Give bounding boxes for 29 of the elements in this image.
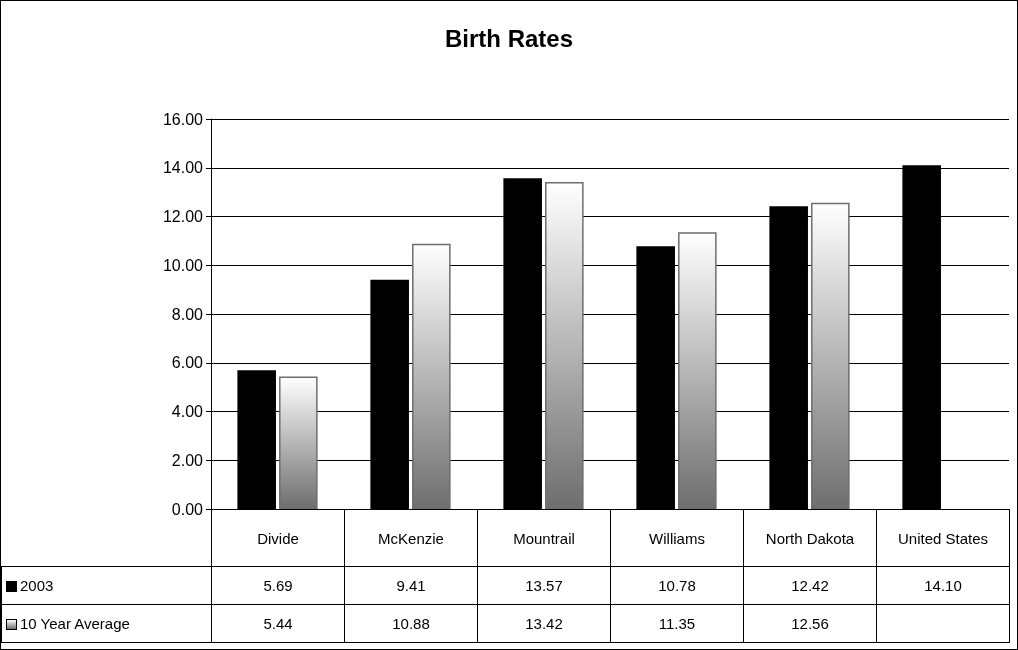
y-tick-label: 0.00: [171, 500, 204, 518]
y-tick-label: 12.00: [162, 208, 204, 225]
data-label: 10.88: [344, 604, 478, 643]
x-tick-label: Mountrail: [477, 509, 611, 567]
legend-label: 10 Year Average: [1, 604, 212, 643]
y-tick-label: 10.00: [162, 256, 204, 274]
data-label: 12.42: [743, 566, 877, 605]
y-tick-label: 16.00: [162, 110, 204, 128]
data-label: 13.42: [477, 604, 611, 643]
data-label: 9.41: [344, 566, 478, 605]
y-tick-label: 4.00: [171, 403, 204, 420]
y-tick-label: 2.00: [171, 451, 204, 469]
data-label: 5.44: [211, 604, 345, 643]
y-tick-label: 8.00: [171, 305, 204, 323]
legend-label: 2003: [1, 566, 212, 605]
x-tick-label: McKenzie: [344, 509, 478, 567]
data-label: 11.35: [610, 604, 744, 643]
x-tick-label: Divide: [211, 509, 345, 567]
y-tick-label: 6.00: [171, 354, 204, 372]
x-tick-label: Williams: [610, 509, 744, 567]
y-tick-label: 14.00: [162, 159, 204, 177]
data-label: 14.10: [876, 566, 1010, 605]
data-label: 13.57: [477, 566, 611, 605]
data-label: 5.69: [211, 566, 345, 605]
x-tick-label: United States: [876, 509, 1010, 567]
data-label: 10.78: [610, 566, 744, 605]
x-tick-label: North Dakota: [743, 509, 877, 567]
chart-title: Birth Rates: [444, 24, 574, 52]
data-label: 12.56: [743, 604, 877, 643]
